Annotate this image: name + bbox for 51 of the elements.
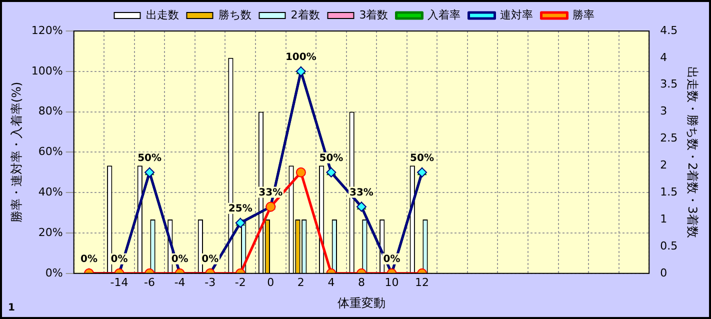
x-tick-label: 8 [358, 276, 365, 289]
data-label: 33% [258, 187, 283, 198]
y2-tick-label: 4 [660, 50, 668, 64]
data-label: 0% [383, 254, 400, 265]
x-tick-label: -6 [144, 276, 156, 289]
y-tick-label: 0% [45, 266, 63, 280]
legend-label: 出走数 [146, 8, 179, 22]
data-label: 50% [138, 152, 162, 164]
x-tick-label: -3 [204, 276, 216, 289]
y2-tick-label: 0.5 [660, 239, 678, 252]
legend-label: 勝率 [572, 8, 595, 22]
x-tick-label: 12 [415, 276, 430, 289]
data-label: 50% [410, 152, 434, 164]
y2-tick-label: 3.5 [660, 78, 678, 91]
y2-tick-label: 2.5 [660, 132, 678, 145]
x-tick-label: 2 [297, 276, 304, 289]
y-axis-title: 勝率・連対率・入着率(%) [9, 82, 24, 223]
y2-tick-label: 2 [660, 158, 668, 172]
x-tick-label: 0 [267, 276, 274, 289]
x-axis-title: 体重変動 [337, 296, 386, 310]
data-label: 100% [285, 52, 316, 63]
y-tick-label: 100% [31, 64, 63, 78]
legend-label: 2着数 [290, 8, 320, 22]
data-label: 0% [110, 254, 128, 265]
data-label: 0% [171, 254, 188, 265]
y2-tick-label: 1.5 [660, 185, 678, 198]
x-tick-label: -4 [174, 276, 186, 289]
y2-tick-label: 1 [660, 212, 668, 226]
data-label: 50% [319, 152, 344, 164]
y2-tick-label: 4.5 [660, 24, 678, 37]
legend-label: 勝ち数 [218, 8, 252, 22]
legend-label: 連対率 [500, 8, 534, 22]
y-tick-label: 120% [31, 24, 63, 37]
y2-axis-title: 出走数・勝ち数・2着数・3着数 [686, 66, 700, 238]
y-tick-label: 20% [38, 226, 63, 239]
data-label: 0% [80, 254, 98, 265]
y2-tick-label: 0 [660, 266, 668, 280]
legend-label: 3着数 [359, 8, 388, 22]
y2-tick-label: 3 [660, 104, 668, 118]
legend-label: 入着率 [428, 8, 461, 22]
y-tick-label: 80% [38, 104, 63, 118]
y-tick-label: 60% [38, 145, 63, 158]
text: 1 [8, 302, 15, 314]
data-label: 0% [202, 254, 219, 265]
data-label: 33% [350, 187, 374, 198]
x-tick-label: -2 [234, 276, 246, 289]
x-tick-label: 4 [328, 276, 335, 289]
y-tick-label: 40% [38, 185, 63, 198]
data-label: 25% [228, 203, 252, 214]
x-tick-label: 10 [384, 276, 399, 289]
x-tick-label: -14 [110, 276, 128, 289]
